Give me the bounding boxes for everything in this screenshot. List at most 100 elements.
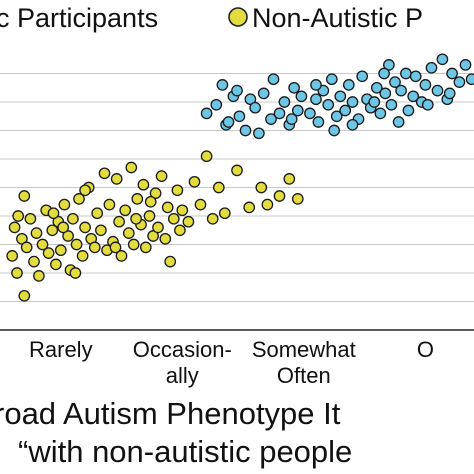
autistic-point-65 [443, 87, 456, 100]
autistic-point-61 [285, 113, 298, 125]
non-autistic-point-37 [119, 204, 132, 217]
autistic-point-20 [304, 107, 316, 120]
autistic-point-46 [409, 70, 422, 83]
legend-label-non-autistic: Non-Autistic P [252, 3, 423, 33]
non-autistic-point-63 [218, 207, 231, 220]
legend: c Participants Non-Autistic P [0, 3, 423, 33]
non-autistic-point-27 [88, 241, 101, 254]
non-autistic-point-47 [149, 187, 162, 200]
non-autistic-point-51 [161, 201, 174, 214]
data-points [6, 53, 474, 302]
autistic-point-37 [379, 87, 392, 100]
x-axis-label-line-2: “with non-autistic people [18, 434, 352, 469]
autistic-point-26 [330, 110, 343, 123]
non-autistic-point-79 [144, 195, 157, 208]
autistic-point-32 [356, 70, 369, 83]
non-autistic-point-10 [36, 238, 49, 251]
autistic-point-5 [222, 116, 235, 128]
x-tick-label-2-line-1: Often [277, 363, 331, 388]
autistic-point-12 [265, 113, 277, 125]
autistic-point-43 [400, 67, 412, 80]
non-autistic-point-62 [212, 181, 225, 194]
autistic-point-18 [291, 104, 304, 117]
non-autistic-point-46 [147, 230, 159, 242]
autistic-point-36 [374, 107, 387, 120]
non-autistic-point-66 [255, 181, 268, 194]
non-autistic-point-8 [30, 227, 43, 239]
non-autistic-point-61 [206, 212, 219, 225]
non-autistic-point-14 [50, 258, 62, 271]
non-autistic-point-74 [109, 241, 122, 254]
non-autistic-point-4 [18, 190, 31, 202]
autistic-point-14 [273, 107, 286, 120]
autistic-point-49 [425, 61, 438, 74]
autistic-point-40 [389, 76, 401, 88]
x-tick-label-3-line-0: O [417, 337, 434, 362]
x-axis-label-line-1: road Autism Phenotype It [0, 396, 341, 431]
autistic-point-7 [239, 124, 252, 137]
autistic-point-22 [312, 116, 325, 128]
non-autistic-point-16 [54, 244, 67, 257]
autistic-point-30 [346, 96, 359, 108]
non-autistic-point-64 [231, 164, 243, 177]
non-autistic-point-48 [152, 221, 164, 234]
autistic-point-0 [200, 107, 213, 120]
non-autistic-point-73 [69, 267, 82, 279]
non-autistic-point-30 [98, 167, 111, 180]
x-tick-label-1-line-0: Occasion- [133, 337, 232, 362]
autistic-point-11 [257, 87, 270, 100]
non-autistic-point-77 [47, 207, 60, 220]
non-autistic-point-50 [159, 232, 172, 245]
non-autistic-point-70 [291, 193, 304, 205]
autistic-point-13 [267, 73, 280, 86]
non-autistic-point-6 [24, 212, 37, 225]
non-autistic-point-60 [200, 150, 213, 163]
non-autistic-point-29 [95, 224, 107, 237]
legend-label-autistic: c Participants [0, 3, 158, 33]
autistic-point-62 [310, 79, 322, 91]
autistic-point-25 [325, 73, 338, 86]
non-autistic-point-56 [176, 204, 189, 217]
non-autistic-point-18 [62, 230, 74, 242]
non-autistic-point-41 [131, 193, 144, 205]
non-autistic-point-78 [130, 212, 142, 225]
non-autistic-point-1 [8, 221, 21, 234]
non-autistic-point-38 [122, 227, 135, 239]
non-autistic-point-45 [143, 210, 156, 222]
non-autistic-point-43 [137, 178, 150, 191]
autistic-point-24 [322, 98, 335, 111]
autistic-point-50 [431, 84, 444, 97]
non-autistic-point-75 [79, 184, 91, 197]
non-autistic-point-23 [76, 250, 89, 262]
non-autistic-point-72 [18, 289, 31, 302]
autistic-point-9 [249, 101, 262, 114]
non-autistic-point-39 [125, 161, 138, 174]
non-autistic-point-36 [115, 250, 128, 262]
non-autistic-point-35 [113, 215, 125, 228]
autistic-point-44 [402, 104, 415, 117]
autistic-point-45 [407, 90, 420, 103]
non-autistic-point-34 [110, 173, 123, 185]
non-autistic-point-65 [243, 201, 256, 214]
x-tick-label-0-line-0: Rarely [29, 337, 93, 362]
autistic-point-41 [392, 116, 405, 128]
autistic-point-28 [339, 104, 352, 117]
non-autistic-point-52 [164, 255, 177, 268]
autistic-point-51 [436, 53, 449, 66]
autistic-point-6 [233, 110, 246, 123]
non-autistic-point-9 [33, 270, 45, 282]
autistic-point-63 [378, 67, 390, 80]
non-autistic-point-20 [67, 212, 79, 225]
non-autistic-point-58 [188, 175, 201, 188]
autistic-point-57 [328, 124, 341, 137]
non-autistic-point-13 [46, 224, 59, 237]
x-tick-label-1-line-1: ally [166, 363, 199, 388]
autistic-point-59 [368, 96, 381, 108]
autistic-point-54 [453, 76, 466, 88]
autistic-point-35 [370, 81, 383, 94]
non-autistic-point-12 [42, 247, 55, 259]
autistic-point-2 [216, 79, 229, 91]
non-autistic-point-7 [28, 255, 40, 268]
